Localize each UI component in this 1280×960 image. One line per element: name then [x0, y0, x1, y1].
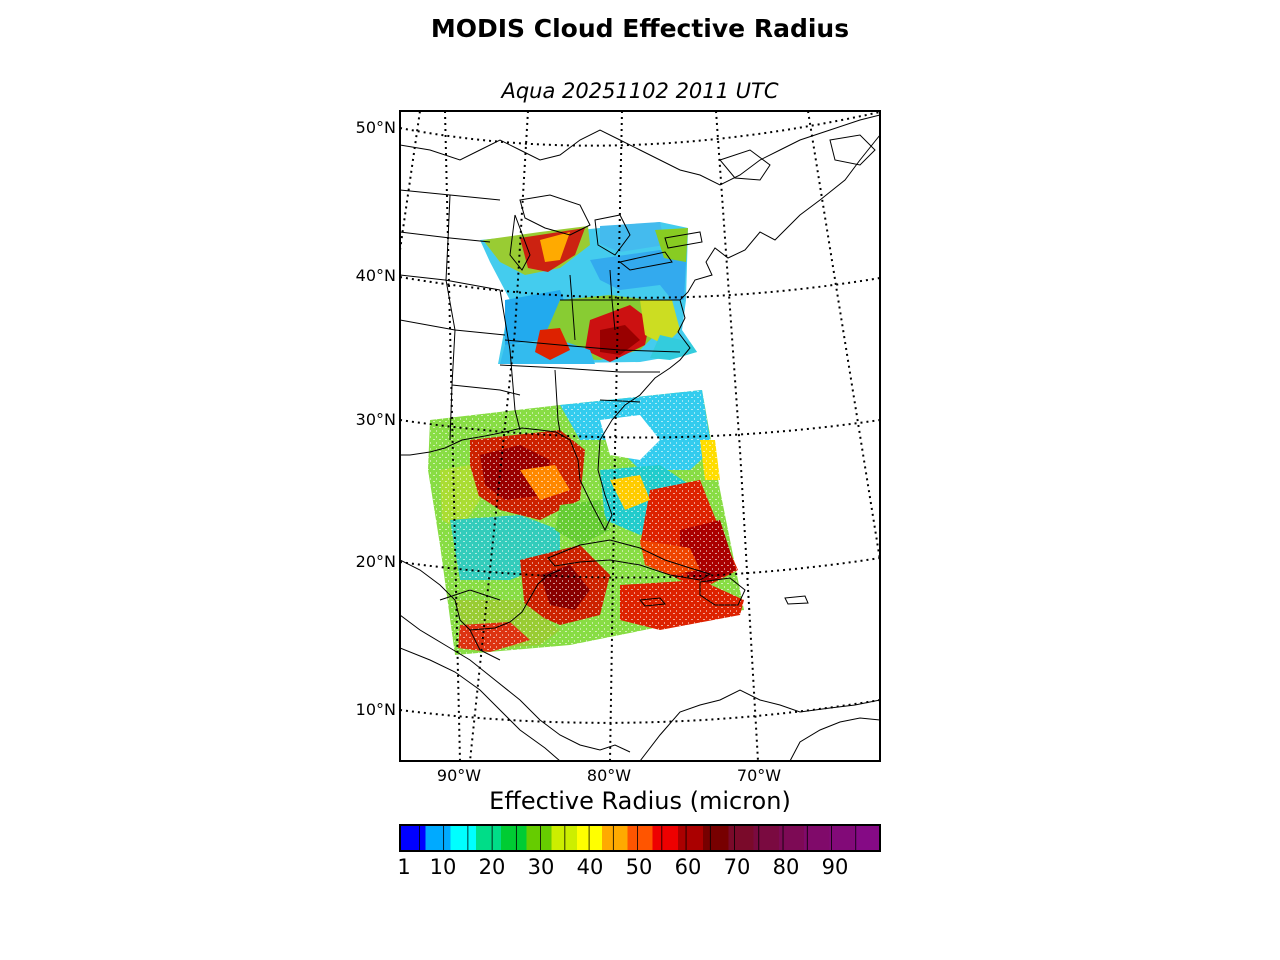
colorbar-tick-label: 50 [625, 855, 653, 879]
colorbar-ticks [418, 825, 857, 851]
lat-label-20n: 20°N [355, 552, 396, 571]
colorbar-tick-label: 40 [576, 855, 604, 879]
colorbar [399, 824, 881, 852]
coastlines [400, 114, 880, 761]
colorbar-tick-label: 90 [821, 855, 849, 879]
colorbar-tick-label: 20 [478, 855, 506, 879]
graticule [400, 111, 880, 761]
swath-north [480, 222, 697, 364]
colorbar-tick-label: 10 [429, 855, 457, 879]
lat-label-10n: 10°N [355, 700, 396, 719]
lon-label-80w: 80°W [586, 766, 632, 785]
chart-title: MODIS Cloud Effective Radius [430, 14, 850, 43]
swath-south [428, 390, 748, 660]
lat-label-40n: 40°N [355, 266, 396, 285]
colorbar-tick-label: 70 [723, 855, 751, 879]
colorbar-tick-label: 60 [674, 855, 702, 879]
colorbar-frame [399, 824, 881, 852]
lat-label-30n: 30°N [355, 410, 396, 429]
colorbar-gradient [400, 825, 880, 851]
lat-label-50n: 50°N [355, 118, 396, 137]
map-frame [399, 110, 881, 762]
colorbar-label: Effective Radius (micron) [489, 787, 791, 815]
lon-label-70w: 70°W [736, 766, 782, 785]
political-borders [400, 189, 681, 661]
lon-label-90w: 90°W [436, 766, 482, 785]
colorbar-tick-label: 1 [397, 855, 411, 879]
chart-subtitle: Aqua 20251102 2011 UTC [501, 79, 779, 103]
colorbar-tick-label: 80 [772, 855, 800, 879]
colorbar-tick-label: 30 [527, 855, 555, 879]
